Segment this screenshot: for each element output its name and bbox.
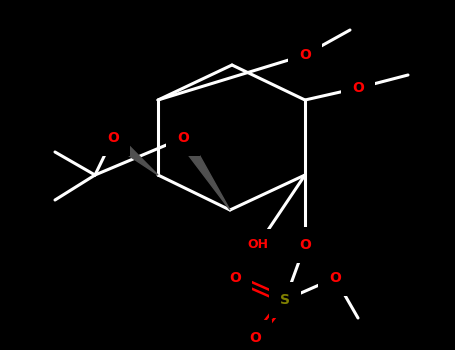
Text: OH: OH	[248, 238, 268, 252]
Text: O: O	[329, 271, 341, 285]
Text: O: O	[177, 131, 189, 145]
Text: O: O	[229, 271, 241, 285]
Text: O: O	[107, 131, 119, 145]
Text: S: S	[280, 293, 290, 307]
Text: O: O	[299, 48, 311, 62]
Polygon shape	[178, 135, 230, 210]
Text: O: O	[299, 238, 311, 252]
Polygon shape	[109, 133, 158, 175]
Text: O: O	[249, 331, 261, 345]
Text: O: O	[352, 81, 364, 95]
